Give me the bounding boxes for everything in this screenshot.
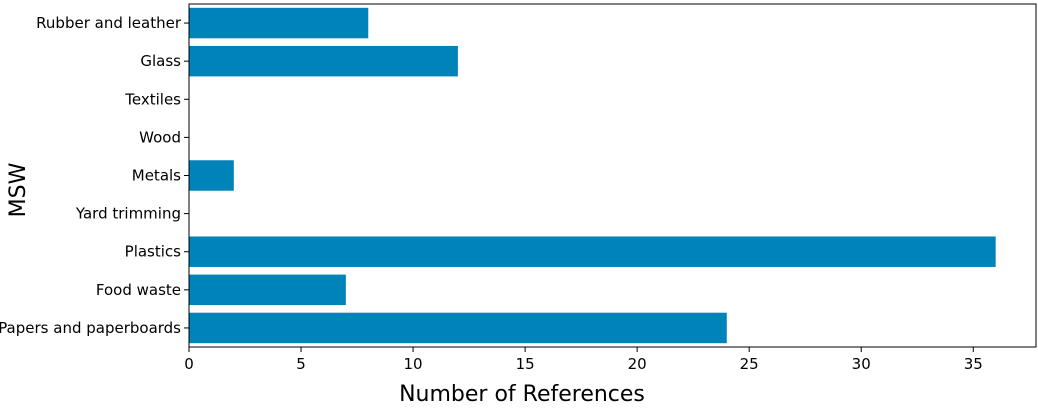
x-tick-marks xyxy=(188,347,974,352)
x-tick-label-30: 30 xyxy=(852,355,871,373)
bar-papers-and-paperboards xyxy=(189,312,727,344)
y-tick-label-wood: Wood xyxy=(139,128,181,146)
x-tick-label-20: 20 xyxy=(628,355,647,373)
x-tick-label-15: 15 xyxy=(516,355,535,373)
y-tick-labels: Papers and paperboards Food waste Plastics… xyxy=(0,14,182,337)
y-tick-label-plastics: Plastics xyxy=(125,243,182,261)
bar-rubber-and-leather xyxy=(189,7,369,39)
x-tick-label-0: 0 xyxy=(184,355,194,373)
bar-plastics xyxy=(189,236,996,267)
x-tick-label-10: 10 xyxy=(404,355,423,373)
x-tick-label-25: 25 xyxy=(740,355,759,373)
y-tick-marks xyxy=(184,22,189,329)
y-tick-label-textiles: Textiles xyxy=(124,90,181,108)
plot-frame xyxy=(188,3,1037,348)
bar-metals xyxy=(189,160,234,191)
y-axis-title: MSW xyxy=(6,162,31,217)
y-tick-label-metals: Metals xyxy=(132,167,181,185)
x-tick-label-5: 5 xyxy=(296,355,306,373)
y-tick-label-food-waste: Food waste xyxy=(96,281,181,299)
bar-glass xyxy=(189,45,458,77)
bars-group xyxy=(189,7,996,344)
x-axis-title: Number of References xyxy=(399,382,645,407)
x-tick-labels: 0 5 10 15 20 25 30 35 xyxy=(184,355,983,373)
y-tick-label-glass: Glass xyxy=(140,52,181,70)
bar-food-waste xyxy=(189,274,346,306)
x-tick-label-35: 35 xyxy=(964,355,983,373)
y-tick-label-papers-and-paperboards: Papers and paperboards xyxy=(0,319,181,337)
y-tick-label-yard-trimming: Yard trimming xyxy=(75,205,181,223)
y-tick-label-rubber-and-leather: Rubber and leather xyxy=(36,14,182,32)
